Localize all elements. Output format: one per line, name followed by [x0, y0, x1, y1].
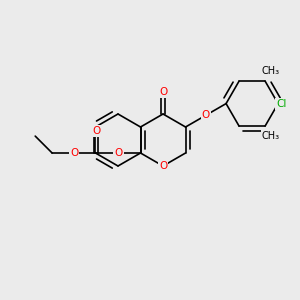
- Text: O: O: [114, 148, 122, 158]
- Text: Cl: Cl: [276, 99, 286, 109]
- Text: O: O: [159, 161, 167, 171]
- Text: O: O: [92, 126, 100, 136]
- Text: O: O: [202, 110, 210, 120]
- Text: O: O: [159, 87, 167, 97]
- Text: CH₃: CH₃: [262, 131, 280, 141]
- Text: CH₃: CH₃: [262, 66, 280, 76]
- Text: O: O: [70, 148, 78, 158]
